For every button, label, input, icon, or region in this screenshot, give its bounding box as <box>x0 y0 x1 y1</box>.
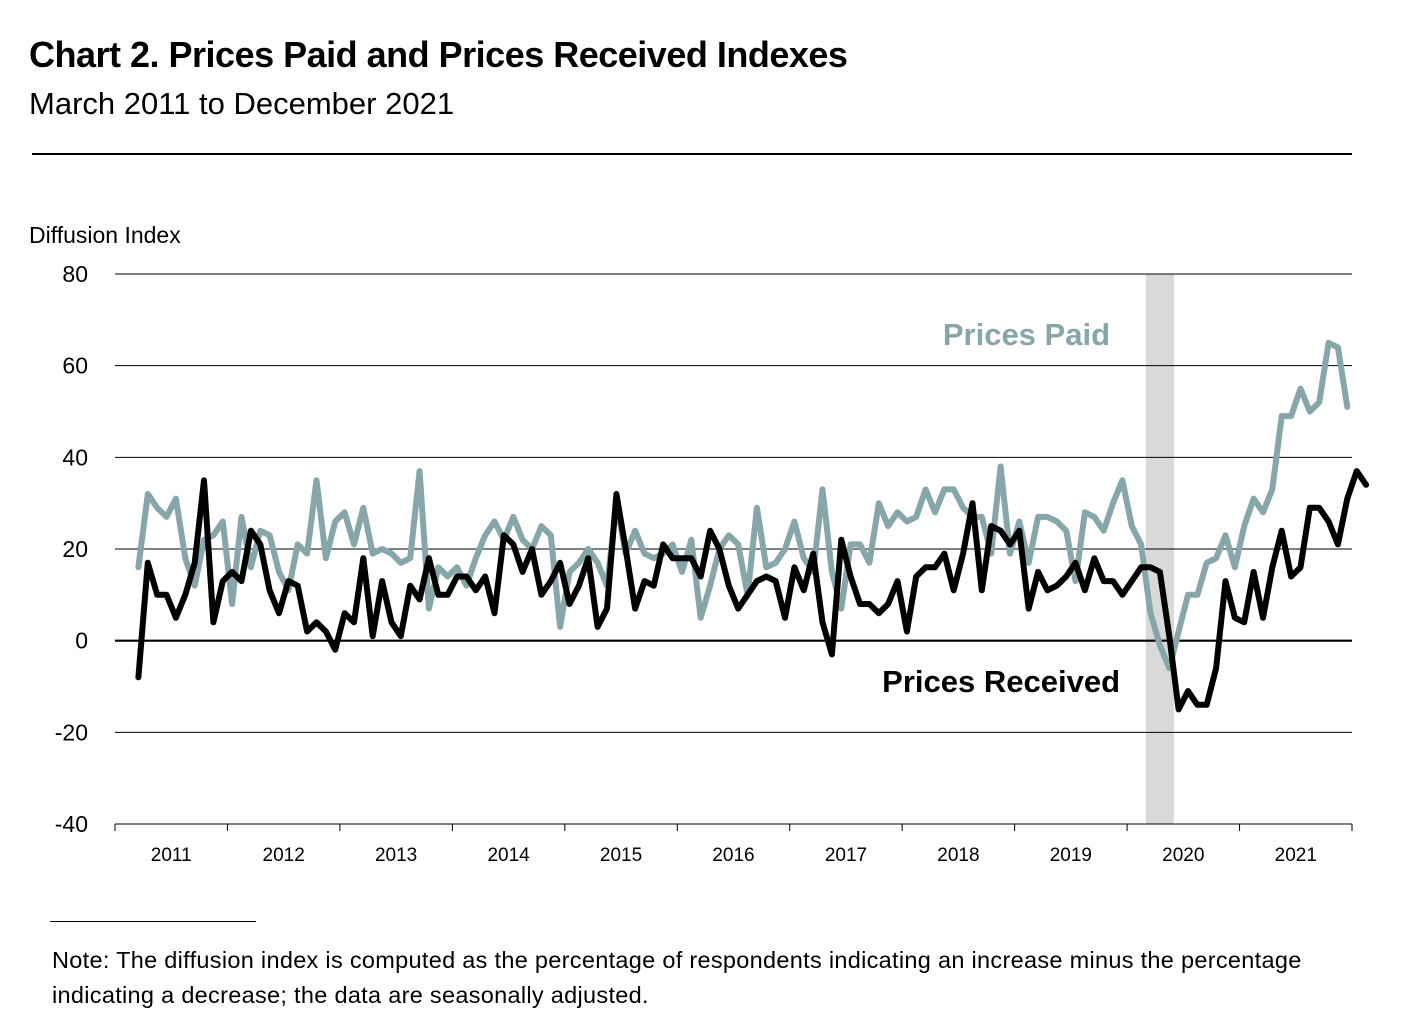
y-tick-label: 60 <box>62 353 88 379</box>
y-tick-label: 40 <box>62 444 88 470</box>
title-divider <box>32 153 1352 155</box>
x-tick-label: 2021 <box>1275 845 1317 866</box>
footnote: Note: The diffusion index is computed as… <box>52 947 1302 1008</box>
y-tick-label: 20 <box>62 536 88 562</box>
series-labels: Prices Paid Prices Received <box>882 317 1120 699</box>
y-tick-labels: -40 -20 0 20 40 60 80 <box>55 261 88 837</box>
y-tick-label: -20 <box>55 719 88 745</box>
x-tick-label: 2013 <box>375 845 417 866</box>
gridlines <box>115 273 1352 733</box>
y-tick-label: -40 <box>55 811 88 837</box>
chart-subtitle: March 2011 to December 2021 <box>29 86 455 121</box>
note-divider <box>50 921 256 922</box>
x-tick-label: 2015 <box>600 845 642 866</box>
prices-received-line <box>135 468 1370 713</box>
y-axis-label: Diffusion Index <box>29 222 181 248</box>
x-tick-label: 2019 <box>1050 845 1092 866</box>
chart-title: Chart 2. Prices Paid and Prices Received… <box>29 34 848 75</box>
x-tick-label: 2011 <box>151 845 192 866</box>
series-lines <box>135 339 1370 713</box>
x-tick-label: 2016 <box>712 845 754 866</box>
prices-paid-label: Prices Paid <box>943 317 1110 352</box>
prices-paid-line <box>135 339 1351 672</box>
y-tick-label: 0 <box>75 628 88 654</box>
prices-received-label: Prices Received <box>882 664 1120 699</box>
x-tick-labels: 2011 2012 2013 2014 2015 2016 2017 2018 2019 2020… <box>151 845 1317 866</box>
x-tick-label: 2020 <box>1162 845 1204 866</box>
y-tick-label: 80 <box>62 261 88 287</box>
x-tick-label: 2012 <box>263 845 305 866</box>
x-tick-label: 2014 <box>487 845 530 866</box>
x-axis <box>114 823 1353 831</box>
x-tick-label: 2017 <box>825 845 867 866</box>
x-tick-label: 2018 <box>937 845 979 866</box>
